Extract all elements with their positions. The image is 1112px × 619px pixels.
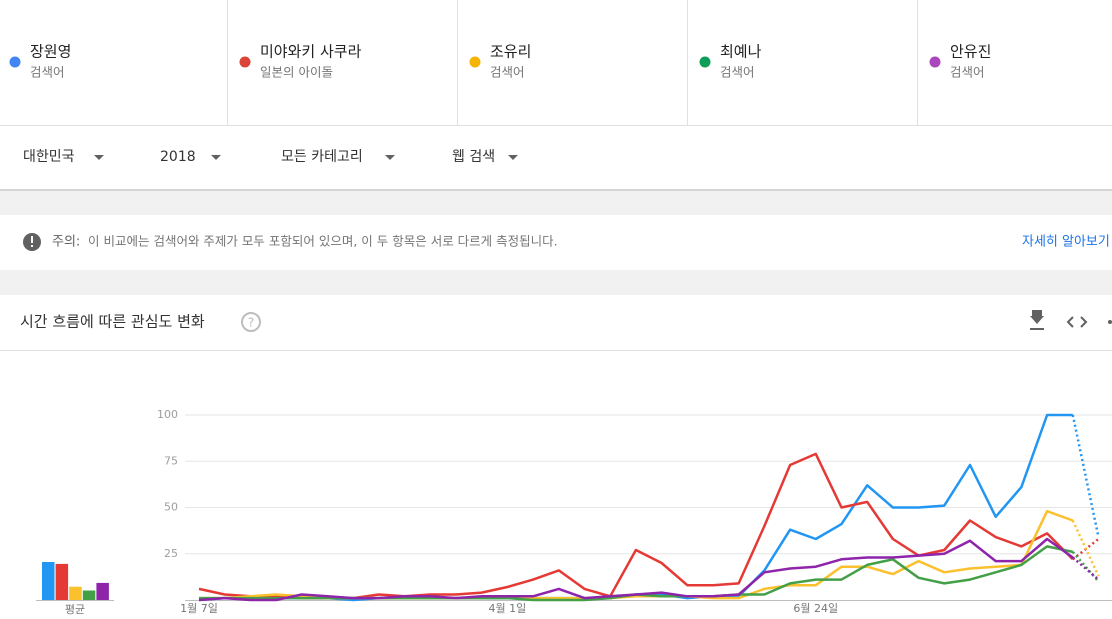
- filter-bar: [0, 126, 1112, 189]
- filter-label[interactable]: 2018: [160, 149, 196, 165]
- widget-title: 시간 흐름에 따른 관심도 변화: [20, 313, 205, 331]
- warning-icon: [31, 236, 33, 243]
- legend-dot: [239, 56, 251, 68]
- download-bar: [1030, 328, 1044, 330]
- dropdown-arrow[interactable]: [211, 155, 221, 160]
- term-name[interactable]: 최예나: [720, 43, 762, 61]
- filter-shadow: [0, 189, 1112, 191]
- term-bar: [0, 0, 1112, 125]
- term-subtitle: 검색어: [950, 65, 985, 80]
- legend-dot: [699, 56, 711, 68]
- y-tick-label: 75: [164, 454, 178, 467]
- help-circle: [241, 312, 261, 332]
- term-name[interactable]: 조유리: [490, 43, 531, 61]
- average-label: 평균: [65, 603, 85, 616]
- download-icon[interactable]: [1030, 310, 1044, 330]
- share-icon[interactable]: [1108, 320, 1112, 324]
- term-subtitle: 검색어: [720, 65, 755, 80]
- x-tick-label: 1월 7일: [180, 601, 218, 615]
- average-bar: [82, 590, 96, 600]
- dropdown-arrow[interactable]: [508, 155, 518, 160]
- help-icon[interactable]: ?: [241, 312, 261, 332]
- legend-dot: [929, 56, 941, 68]
- x-tick-label: 4월 1일: [489, 601, 527, 615]
- notice-card: [0, 215, 1112, 270]
- term-subtitle: 일본의 아이돌: [260, 65, 333, 80]
- term-name[interactable]: 장원영: [30, 43, 71, 61]
- term-name[interactable]: 안유진: [950, 43, 991, 61]
- dropdown-arrow[interactable]: [385, 155, 395, 160]
- y-tick-label: 50: [164, 501, 178, 514]
- y-tick-label: 25: [164, 547, 178, 560]
- average-bar: [55, 563, 69, 600]
- filter-label[interactable]: 웹 검색: [452, 149, 495, 165]
- average-bar: [96, 582, 109, 600]
- term-subtitle: 검색어: [30, 65, 65, 80]
- filter-label[interactable]: 대한민국: [23, 149, 75, 165]
- y-tick-label: 100: [157, 408, 178, 421]
- x-tick-label: 6월 24일: [793, 601, 838, 615]
- average-bar: [69, 586, 82, 600]
- term-name[interactable]: 미야와키 사쿠라: [260, 43, 362, 61]
- average-bar: [42, 562, 55, 600]
- term-subtitle: 검색어: [490, 65, 525, 80]
- notice-text: 이 비교에는 검색어와 주제가 모두 포함되어 있으며, 이 두 항목은 서로 …: [88, 234, 558, 249]
- filter-label[interactable]: 모든 카테고리: [281, 149, 363, 165]
- trend-line-partial: [1071, 519, 1100, 577]
- legend-dot: [469, 56, 481, 68]
- warning-icon: [31, 245, 33, 247]
- trend-line: [198, 537, 1074, 602]
- embed-icon[interactable]: [1066, 316, 1088, 328]
- trend-line-partial: [1071, 551, 1100, 583]
- trend-line-partial: [1071, 556, 1100, 581]
- learn-more-link[interactable]: 자세히 알아보기: [1022, 235, 1110, 250]
- download-arrow: [1030, 310, 1044, 324]
- notice-label: 주의:: [52, 235, 80, 250]
- legend-dot: [9, 56, 21, 68]
- trend-line-partial: [1071, 414, 1100, 538]
- dropdown-arrow[interactable]: [94, 155, 104, 160]
- help-mark: ?: [248, 316, 254, 330]
